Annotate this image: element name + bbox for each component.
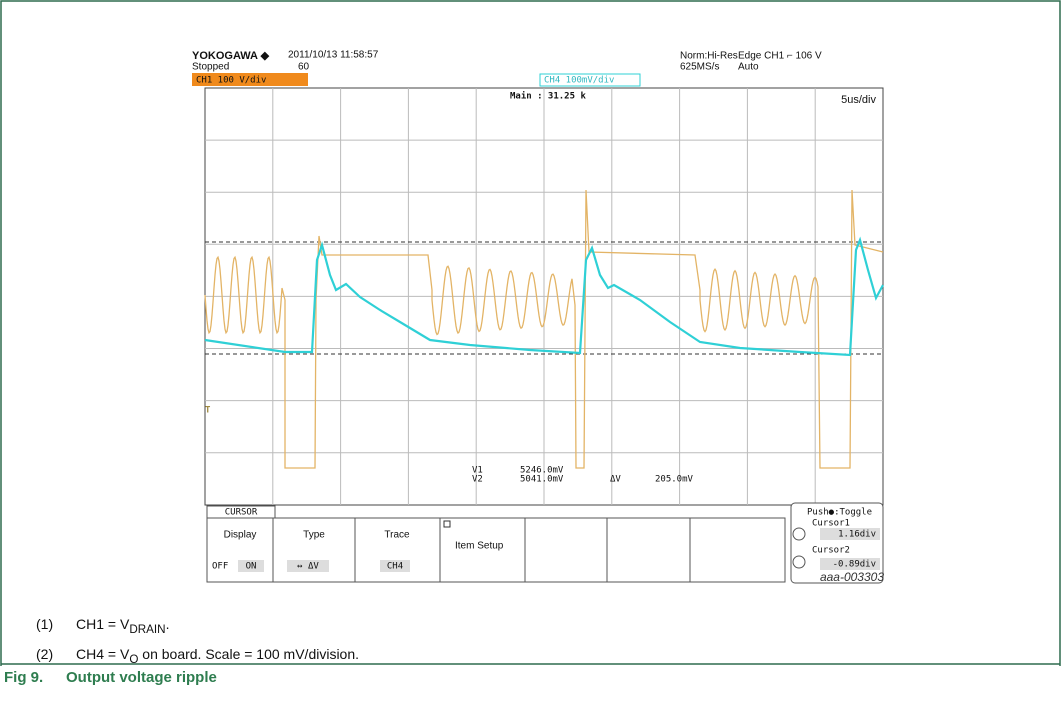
cursor1-value: 1.16div (838, 530, 876, 540)
page: YOKOGAWA ◆ 2011/10/13 11:58:57 Stopped 6… (0, 0, 1061, 720)
figure: YOKOGAWA ◆ 2011/10/13 11:58:57 Stopped 6… (0, 0, 1061, 720)
trigger-mode: Auto (738, 62, 759, 73)
timebase: 5us/div (841, 94, 876, 106)
note-sub: DRAIN (129, 623, 165, 636)
note-text: CH4 = V (76, 646, 129, 662)
knob (793, 556, 805, 568)
trace-label: Trace (384, 530, 410, 541)
type-value: ↔ ΔV (297, 562, 319, 572)
on: ON (246, 562, 257, 572)
image-id: aaa-003303 (820, 570, 884, 584)
note-tail: on board. Scale = 100 mV/division. (138, 646, 359, 662)
v2: 5041.0mV (520, 475, 564, 485)
dv: 205.0mV (655, 475, 694, 485)
note-tail: . (166, 616, 170, 632)
trigger-count: 60 (298, 62, 310, 73)
menu-cell (273, 518, 355, 582)
trigger: Edge CH1 ⌐ 106 V (738, 51, 822, 62)
note-number: (2) (36, 646, 76, 662)
cursor1-label: Cursor1 (812, 519, 850, 529)
toggle: Push●:Toggle (807, 508, 872, 518)
dv-label: ΔV (610, 475, 621, 485)
menu-cell (355, 518, 440, 582)
caption-title: Output voltage ripple (66, 669, 217, 686)
status: Stopped (192, 62, 229, 73)
menu-tab-label: CURSOR (225, 508, 258, 518)
note: (2)CH4 = VO on board. Scale = 100 mV/div… (36, 646, 359, 666)
cursor2-value: -0.89div (833, 560, 876, 570)
caption-number: Fig 9. (4, 669, 66, 686)
off: OFF (212, 562, 228, 572)
cursor2-label: Cursor2 (812, 546, 850, 556)
knob (793, 528, 805, 540)
menu-cell (207, 518, 273, 582)
datetime: 2011/10/13 11:58:57 (288, 50, 379, 61)
ch1-scale: CH1 100 V/div (196, 76, 266, 86)
sample-rate: 625MS/s (680, 62, 719, 73)
type-label: Type (303, 530, 325, 541)
menu-cell (690, 518, 785, 582)
menu-cell (607, 518, 690, 582)
item-setup: Item Setup (455, 541, 504, 552)
trace-value: CH4 (387, 562, 403, 572)
menu-cell (525, 518, 607, 582)
main: Main : 31.25 k (510, 91, 586, 102)
caption: Fig 9.Output voltage ripple (4, 669, 217, 686)
ch4-scale: CH4 100mV/div (544, 76, 614, 86)
note-number: (1) (36, 616, 76, 632)
brand: YOKOGAWA ◆ (192, 50, 270, 62)
display-label: Display (224, 530, 257, 541)
v2-label: V2 (472, 475, 483, 485)
note-text: CH1 = V (76, 616, 129, 632)
trigger-marker: T (205, 406, 211, 416)
note: (1)CH1 = VDRAIN. (36, 616, 169, 636)
mode: Norm:Hi-Res (680, 51, 738, 62)
